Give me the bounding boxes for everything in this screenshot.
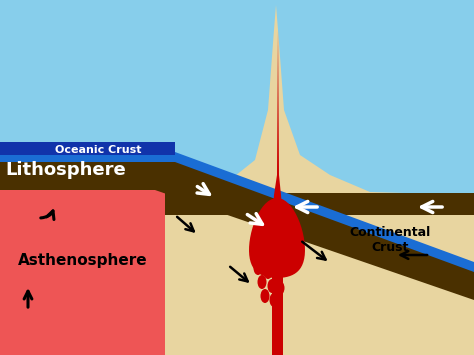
Ellipse shape	[275, 281, 284, 295]
Polygon shape	[170, 185, 474, 355]
Polygon shape	[0, 185, 170, 355]
Polygon shape	[170, 205, 474, 355]
Polygon shape	[165, 193, 474, 215]
Polygon shape	[249, 198, 305, 278]
Text: Continental
Crust: Continental Crust	[349, 226, 430, 254]
Polygon shape	[0, 152, 474, 272]
Ellipse shape	[261, 251, 270, 265]
Ellipse shape	[264, 265, 273, 279]
Ellipse shape	[265, 225, 274, 239]
Polygon shape	[272, 30, 283, 355]
Ellipse shape	[267, 241, 276, 255]
Ellipse shape	[273, 268, 283, 282]
Ellipse shape	[261, 215, 270, 229]
Text: Asthenosphere: Asthenosphere	[18, 252, 147, 268]
Polygon shape	[0, 142, 175, 155]
Ellipse shape	[270, 293, 279, 307]
Ellipse shape	[254, 261, 263, 275]
Ellipse shape	[267, 279, 276, 293]
Text: Oceanic Crust: Oceanic Crust	[55, 145, 142, 155]
Text: Lithosphere: Lithosphere	[5, 161, 126, 179]
Ellipse shape	[257, 275, 266, 289]
Polygon shape	[165, 5, 474, 355]
Polygon shape	[0, 155, 474, 300]
Ellipse shape	[261, 289, 270, 303]
Ellipse shape	[255, 236, 264, 250]
Ellipse shape	[271, 253, 280, 267]
